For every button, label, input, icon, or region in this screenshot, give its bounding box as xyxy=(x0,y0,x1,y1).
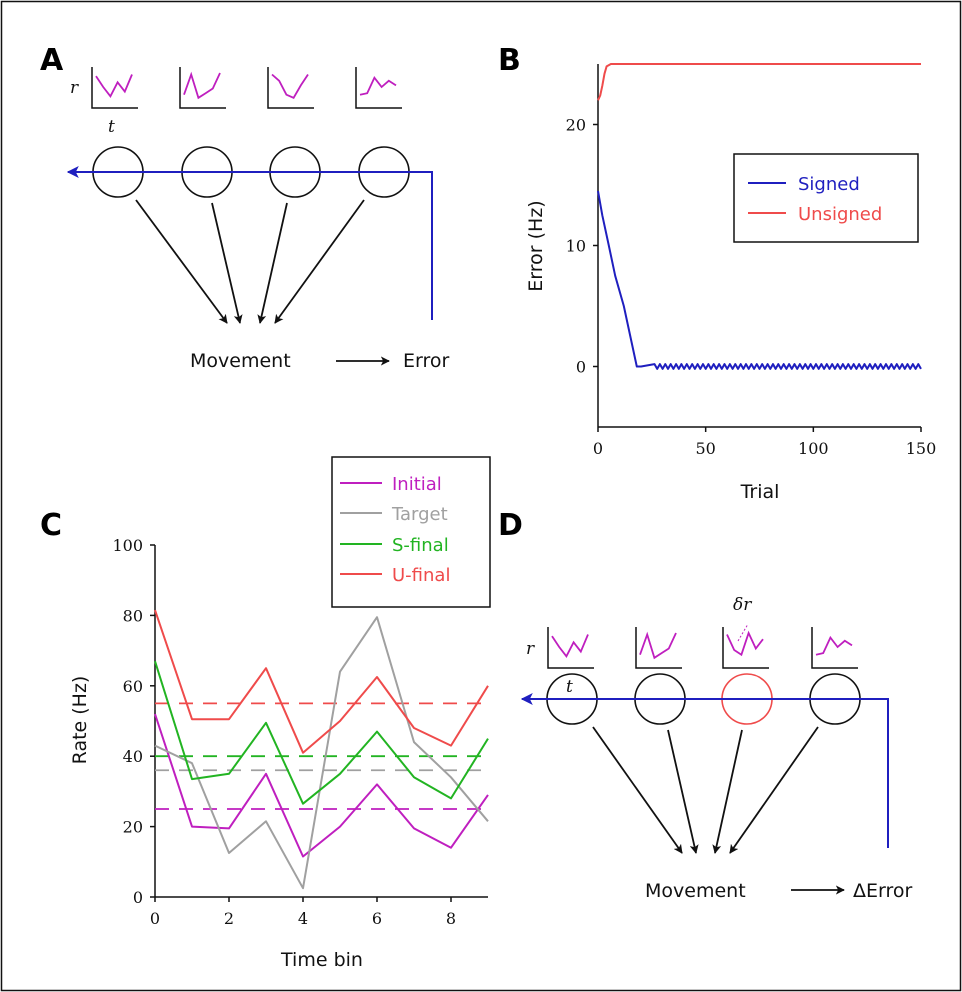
axis-ticks: 0 50 100 150 0 10 20 xyxy=(566,116,937,459)
perturbation-dotted xyxy=(737,623,749,642)
y-axis-label: Error (Hz) xyxy=(525,200,547,291)
profile-trace-2 xyxy=(639,631,677,660)
panel-a: A r t Movement Error xyxy=(40,43,450,372)
projection-arrow-1 xyxy=(592,726,683,854)
x-tick-label-4: 8 xyxy=(446,909,456,928)
panel-d: D r t δr Movement ΔError xyxy=(498,508,912,902)
profile-trace-1 xyxy=(95,74,133,98)
y-tick-label-1: 10 xyxy=(566,237,586,256)
series-signed xyxy=(597,190,922,370)
rate-axis-label: r xyxy=(526,639,535,659)
series-u-final xyxy=(154,609,489,754)
x-tick-label-0: 0 xyxy=(593,439,603,458)
panel-a-letter: A xyxy=(40,43,64,78)
movement-label: Movement xyxy=(645,880,746,902)
series-target xyxy=(154,616,489,890)
delta-r-label: δr xyxy=(733,595,752,615)
movement-label: Movement xyxy=(190,350,291,372)
legend-target: Target xyxy=(391,504,448,525)
x-tick-label-3: 6 xyxy=(372,909,382,928)
panel-b: B 0 50 100 150 0 10 20 Error (Hz) Trial Signed… xyxy=(498,43,936,503)
profile-axes-2 xyxy=(635,627,682,669)
legend: Signed Unsigned xyxy=(733,153,919,243)
error-feedback-line xyxy=(520,693,889,848)
x-tick-label-1: 50 xyxy=(695,439,715,458)
delta-error-label: ΔError xyxy=(853,880,912,902)
profile-trace-3 xyxy=(271,73,309,99)
legend-signed: Signed xyxy=(798,174,860,195)
rate-profiles xyxy=(547,627,858,669)
y-tick-label-2: 40 xyxy=(123,747,143,766)
profile-trace-4 xyxy=(815,635,853,656)
profile-trace-1 xyxy=(551,634,589,658)
profile-trace-4 xyxy=(359,75,397,96)
profile-axes-4 xyxy=(355,67,402,109)
y-tick-label-3: 60 xyxy=(123,677,143,696)
legend: Initial Target S-final U-final xyxy=(331,456,491,608)
profile-axes-1 xyxy=(91,67,138,109)
projection-arrows xyxy=(592,726,819,854)
projection-arrow-1 xyxy=(135,199,228,324)
y-tick-label-1: 20 xyxy=(123,818,143,837)
y-tick-label-0: 0 xyxy=(576,358,586,377)
legend-u-final: U-final xyxy=(392,565,450,586)
profile-axes-4 xyxy=(811,627,858,669)
projection-arrow-2 xyxy=(211,202,243,324)
profile-trace-3 xyxy=(726,630,764,657)
series xyxy=(597,63,922,370)
profile-axes-2 xyxy=(179,67,226,109)
time-axis-label: t xyxy=(566,677,573,697)
y-tick-label-2: 20 xyxy=(566,116,586,135)
panel-c-letter: C xyxy=(40,508,62,543)
rate-axis-label: r xyxy=(70,78,79,98)
series-initial xyxy=(154,713,489,858)
x-axis-label: Time bin xyxy=(280,949,363,971)
error-feedback-line xyxy=(66,166,433,320)
series xyxy=(154,609,489,890)
projection-arrow-3 xyxy=(257,202,288,324)
legend-box xyxy=(733,153,919,243)
profile-axes-3 xyxy=(267,67,314,109)
y-tick-label-0: 0 xyxy=(133,888,143,907)
legend-s-final: S-final xyxy=(392,535,449,556)
y-tick-label-4: 80 xyxy=(123,606,143,625)
projection-arrow-2 xyxy=(667,729,699,854)
x-tick-label-2: 4 xyxy=(298,909,308,928)
series-unsigned xyxy=(597,63,921,101)
series-s-final xyxy=(154,660,489,805)
panel-d-letter: D xyxy=(498,508,523,543)
projection-arrow-4 xyxy=(274,199,365,324)
x-tick-label-0: 0 xyxy=(150,909,160,928)
legend-initial: Initial xyxy=(392,474,442,495)
error-label: Error xyxy=(403,350,450,372)
profile-axes-3 xyxy=(722,627,769,669)
x-tick-label-1: 2 xyxy=(224,909,234,928)
time-axis-label: t xyxy=(108,117,115,137)
projection-arrow-3 xyxy=(712,729,743,854)
panel-b-letter: B xyxy=(498,43,521,78)
y-axis-label: Rate (Hz) xyxy=(69,676,91,765)
x-tick-label-2: 100 xyxy=(798,439,829,458)
x-axis-label: Trial xyxy=(740,481,780,503)
projection-arrow-4 xyxy=(729,726,819,854)
profile-axes-1 xyxy=(547,627,594,669)
y-tick-label-5: 100 xyxy=(112,536,143,555)
x-tick-label-3: 150 xyxy=(906,439,937,458)
profile-trace-2 xyxy=(183,71,221,100)
legend-unsigned: Unsigned xyxy=(798,204,882,225)
rate-profiles xyxy=(91,67,402,109)
projection-arrows xyxy=(135,199,365,324)
